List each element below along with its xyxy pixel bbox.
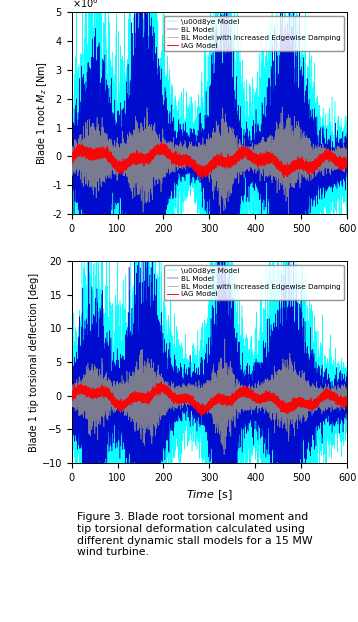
- IAG Model: [200, 175, 205, 183]
- \u00d8ye Model: [69, 142, 74, 149]
- BL Model: [142, 402, 146, 410]
- BL Model with Increased Edgewise Damping: [75, 406, 79, 414]
- BL Model with Increased Edgewise Damping: [122, 404, 126, 412]
- IAG Model: [69, 397, 74, 404]
- BL Model with Increased Edgewise Damping: [223, 335, 227, 343]
- X-axis label: $\mathit{Time}$ [s]: $\mathit{Time}$ [s]: [186, 488, 233, 502]
- IAG Model: [122, 158, 126, 165]
- BL Model with Increased Edgewise Damping: [325, 400, 330, 407]
- Line: \u00d8ye Model: \u00d8ye Model: [72, 147, 347, 622]
- BL Model with Increased Edgewise Damping: [227, 411, 231, 419]
- \u00d8ye Model: [69, 381, 74, 388]
- \u00d8ye Model: [294, 425, 298, 433]
- IAG Model: [345, 396, 349, 403]
- BL Model: [345, 399, 349, 406]
- IAG Model: [159, 378, 164, 385]
- Line: IAG Model: IAG Model: [72, 381, 347, 415]
- IAG Model: [199, 412, 203, 419]
- BL Model with Increased Edgewise Damping: [71, 148, 75, 156]
- BL Model with Increased Edgewise Damping: [341, 149, 345, 156]
- IAG Model: [71, 393, 75, 401]
- \u00d8ye Model: [122, 388, 126, 395]
- Line: BL Model: BL Model: [72, 0, 347, 406]
- IAG Model: [325, 149, 330, 157]
- BL Model: [222, 144, 226, 151]
- BL Model with Increased Edgewise Damping: [325, 147, 330, 154]
- \u00d8ye Model: [75, 153, 79, 160]
- IAG Model: [227, 397, 231, 405]
- BL Model: [325, 410, 330, 417]
- IAG Model: [71, 154, 75, 162]
- IAG Model: [75, 386, 79, 393]
- Y-axis label: Blade 1 tip torsional deflection [deg]: Blade 1 tip torsional deflection [deg]: [29, 272, 39, 452]
- BL Model: [69, 391, 74, 398]
- BL Model with Increased Edgewise Damping: [222, 451, 226, 458]
- IAG Model: [325, 391, 330, 399]
- BL Model: [345, 154, 349, 162]
- BL Model: [341, 384, 345, 391]
- \u00d8ye Model: [142, 143, 146, 151]
- IAG Model: [345, 158, 349, 165]
- BL Model with Increased Edgewise Damping: [341, 391, 345, 399]
- BL Model with Increased Edgewise Damping: [71, 396, 75, 403]
- \u00d8ye Model: [71, 360, 75, 367]
- BL Model with Increased Edgewise Damping: [345, 399, 349, 406]
- Text: Figure 3. Blade root torsional moment and
tip torsional deformation calculated u: Figure 3. Blade root torsional moment an…: [77, 513, 313, 557]
- BL Model: [71, 160, 75, 167]
- \u00d8ye Model: [341, 151, 345, 159]
- BL Model with Increased Edgewise Damping: [218, 211, 223, 219]
- BL Model with Increased Edgewise Damping: [122, 158, 126, 165]
- \u00d8ye Model: [75, 344, 79, 351]
- BL Model: [69, 152, 74, 159]
- Legend: \u00d8ye Model, BL Model, BL Model with Increased Edgewise Damping, IAG Model: \u00d8ye Model, BL Model, BL Model with …: [164, 265, 344, 300]
- \u00d8ye Model: [325, 164, 330, 172]
- BL Model: [122, 180, 126, 188]
- Line: BL Model with Increased Edgewise Damping: BL Model with Increased Edgewise Damping: [72, 339, 347, 455]
- \u00d8ye Model: [122, 131, 126, 139]
- IAG Model: [122, 399, 126, 406]
- \u00d8ye Model: [227, 256, 231, 263]
- BL Model: [341, 162, 345, 169]
- \u00d8ye Model: [341, 392, 345, 400]
- IAG Model: [159, 139, 164, 146]
- BL Model with Increased Edgewise Damping: [280, 103, 284, 111]
- IAG Model: [341, 157, 345, 165]
- Y-axis label: Blade 1 root $M_z$ [Nm]: Blade 1 root $M_z$ [Nm]: [35, 61, 49, 165]
- Legend: \u00d8ye Model, BL Model, BL Model with Increased Edgewise Damping, IAG Model: \u00d8ye Model, BL Model, BL Model with …: [164, 16, 344, 52]
- BL Model with Increased Edgewise Damping: [345, 156, 349, 163]
- BL Model: [122, 400, 126, 407]
- Line: BL Model with Increased Edgewise Damping: BL Model with Increased Edgewise Damping: [72, 107, 347, 215]
- \u00d8ye Model: [345, 412, 349, 420]
- IAG Model: [227, 161, 231, 169]
- BL Model: [227, 284, 231, 292]
- IAG Model: [341, 397, 345, 404]
- \u00d8ye Model: [325, 399, 330, 407]
- Text: $\times 10^6$: $\times 10^6$: [72, 0, 98, 11]
- IAG Model: [69, 156, 74, 163]
- Line: BL Model: BL Model: [72, 147, 347, 622]
- BL Model: [71, 396, 75, 404]
- IAG Model: [75, 149, 79, 156]
- Line: \u00d8ye Model: \u00d8ye Model: [72, 0, 347, 429]
- BL Model: [325, 179, 330, 187]
- \u00d8ye Model: [345, 136, 349, 144]
- Line: IAG Model: IAG Model: [72, 142, 347, 179]
- BL Model with Increased Edgewise Damping: [69, 158, 74, 165]
- BL Model with Increased Edgewise Damping: [69, 402, 74, 410]
- BL Model: [75, 398, 79, 406]
- BL Model with Increased Edgewise Damping: [75, 162, 79, 169]
- BL Model: [227, 340, 231, 348]
- BL Model with Increased Edgewise Damping: [227, 144, 231, 152]
- \u00d8ye Model: [71, 146, 75, 154]
- BL Model: [75, 138, 79, 146]
- \u00d8ye Model: [227, 86, 231, 94]
